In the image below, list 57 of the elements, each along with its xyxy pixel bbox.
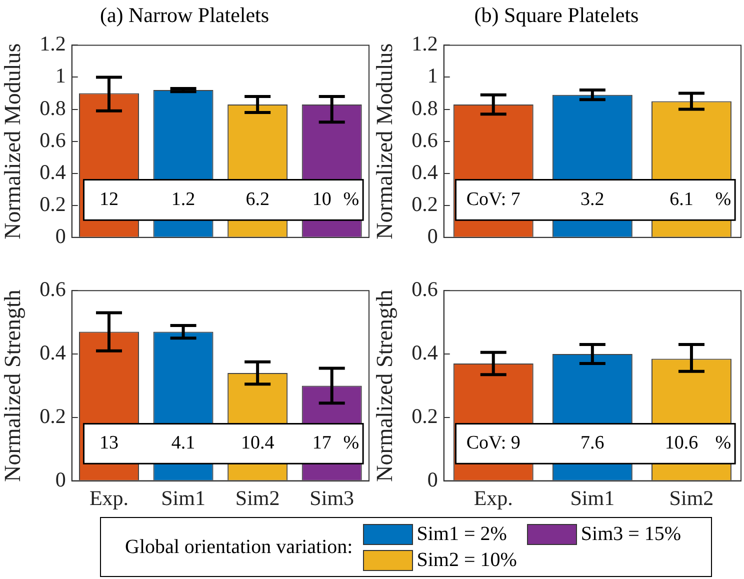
annotation: 6.1 (670, 188, 694, 210)
legend-label: Sim1 = 2% (416, 522, 507, 546)
y-tick-label: 0 (55, 224, 66, 248)
annotation: 4.1 (171, 432, 196, 454)
annotation: 1.2 (171, 188, 196, 210)
y-tick-label: 0.8 (40, 96, 66, 120)
annotation: CoV: 7 (466, 188, 520, 210)
y-tick-label: 0 (55, 467, 66, 492)
annotation: 7.6 (580, 432, 604, 454)
y-tick-label: 0.2 (412, 404, 438, 428)
annotation: % (715, 432, 732, 454)
annotation: 10.6 (664, 432, 698, 454)
x-tick-label: Exp. (474, 486, 513, 510)
annotation: 12 (99, 188, 118, 210)
chart-title: (a) Narrow Platelets (100, 3, 270, 28)
y-tick-label: 0.4 (412, 160, 438, 184)
annotation: CoV: 9 (466, 432, 520, 454)
y-tick-label: 1.2 (412, 32, 438, 56)
annotation: 17 (312, 432, 332, 454)
annotation: 13 (99, 432, 118, 454)
annotation: 3.2 (580, 188, 604, 210)
y-tick-label: 0.6 (412, 128, 438, 152)
y-axis-title: Normalized Modulus (0, 43, 25, 240)
y-tick-label: 0 (427, 467, 438, 492)
y-axis-title: Normalized Modulus (372, 43, 397, 240)
y-tick-label: 0.4 (40, 160, 66, 184)
y-tick-label: 0.4 (40, 340, 66, 365)
annotation: 10 (312, 188, 332, 210)
y-axis-title: Normalized Strength (372, 289, 397, 482)
x-tick-label: Exp. (89, 486, 129, 510)
y-tick-label: 0.4 (412, 340, 438, 365)
y-tick-label: 0.6 (40, 128, 66, 152)
legend-label: Sim2 = 10% (416, 548, 517, 572)
annotation: 10.4 (240, 432, 275, 454)
chart-title: (b) Square Platelets (474, 3, 639, 28)
annotation: % (343, 188, 360, 210)
y-tick-label: 0.2 (40, 404, 66, 428)
legend-title: Global orientation variation: (125, 536, 353, 558)
y-tick-label: 0.8 (412, 96, 438, 120)
x-tick-label: Sim1 (161, 486, 206, 510)
legend-label: Sim3 = 15% (580, 522, 682, 546)
y-tick-label: 1.2 (40, 32, 66, 56)
y-tick-label: 0.2 (412, 192, 438, 216)
y-tick-label: 1 (427, 64, 438, 88)
annotation: % (715, 188, 732, 210)
x-tick-label: Sim3 (310, 486, 354, 510)
annotation: % (343, 432, 360, 454)
y-tick-label: 1 (55, 64, 66, 88)
y-tick-label: 0 (427, 224, 438, 248)
y-tick-label: 0.6 (40, 277, 66, 302)
y-tick-label: 0.2 (40, 192, 66, 216)
x-tick-label: Sim1 (570, 486, 615, 510)
annotation: 6.2 (246, 188, 270, 210)
x-tick-label: Sim2 (235, 486, 280, 510)
x-tick-label: Sim2 (669, 486, 714, 510)
y-axis-title: Normalized Strength (0, 289, 25, 482)
y-tick-label: 0.6 (412, 277, 438, 302)
